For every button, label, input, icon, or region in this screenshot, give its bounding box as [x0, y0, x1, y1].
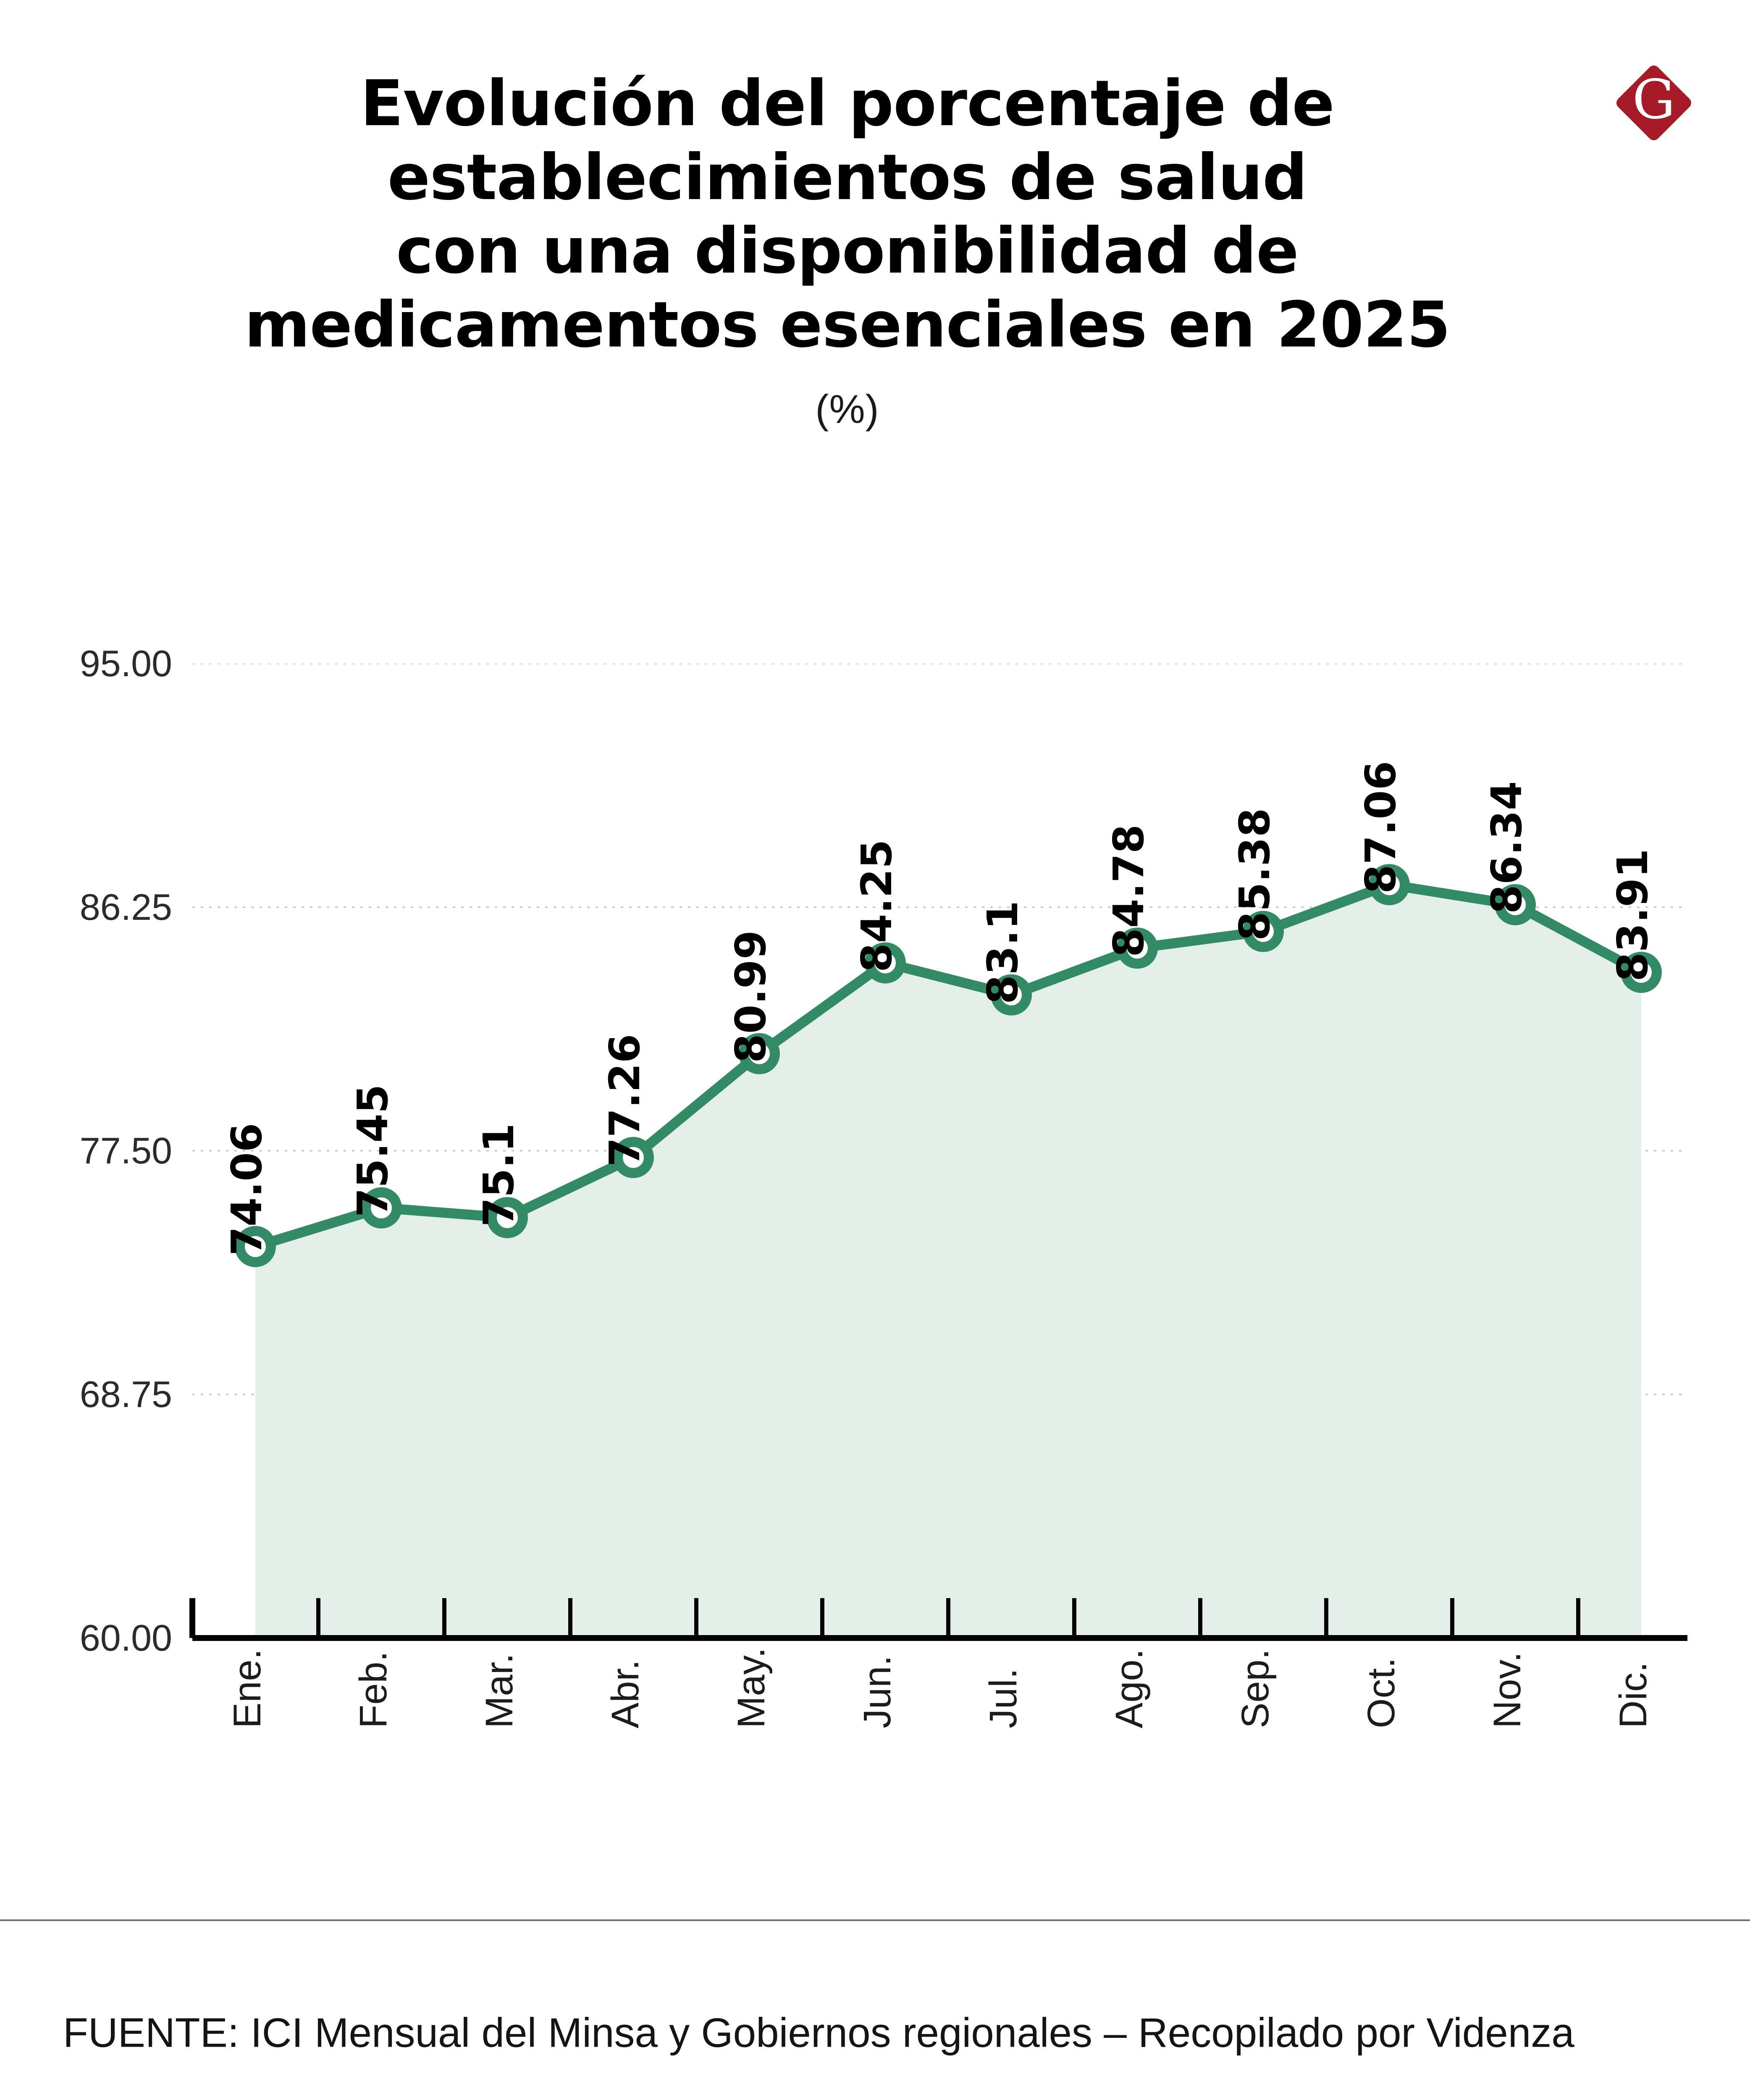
- chart-plot-area: 74.06 75.45 75.1 77.26 80.99 84.25 83.1 84.78 85…: [0, 664, 1750, 1728]
- logo-diamond-shape: [1616, 66, 1691, 140]
- data-value-label: 77.26: [600, 1034, 649, 1167]
- data-point-marker[interactable]: [739, 1033, 780, 1074]
- y-axis-tick-labels: 60.00 68.75 77.50 86.25 95.00: [46, 643, 172, 1714]
- x-axis-tick-label: Feb.: [352, 1651, 395, 1728]
- data-point-marker[interactable]: [1495, 884, 1536, 926]
- data-point-marker[interactable]: [1243, 911, 1284, 952]
- data-point-marker[interactable]: [865, 942, 906, 984]
- title-block: Evolución del porcentaje de establecimie…: [0, 67, 1695, 433]
- data-value-label: 74.06: [222, 1123, 271, 1256]
- y-axis-tick-label: 86.25: [79, 886, 172, 928]
- x-axis-tick-label: Jul.: [982, 1668, 1025, 1728]
- data-point-marker[interactable]: [1621, 952, 1662, 993]
- data-point-marker[interactable]: [361, 1187, 402, 1228]
- data-point-marker[interactable]: [235, 1226, 276, 1268]
- y-axis-tick-label: 95.00: [79, 643, 172, 684]
- y-axis-tick-label: 60.00: [79, 1617, 172, 1659]
- data-point-marker[interactable]: [1117, 927, 1158, 969]
- data-point-marker[interactable]: [1369, 864, 1410, 906]
- logo-diamond-icon: G: [1616, 66, 1691, 140]
- y-axis-tick-label: 77.50: [79, 1130, 172, 1171]
- data-point-marker[interactable]: [991, 974, 1032, 1016]
- chart-subtitle: (%): [815, 387, 879, 432]
- x-axis-tick-label: Sep.: [1234, 1648, 1277, 1728]
- data-value-label: 75.45: [348, 1084, 397, 1217]
- source-note: FUENTE: ICI Mensual del Minsa y Gobierno…: [63, 2009, 1574, 2056]
- data-value-label: 87.06: [1356, 761, 1405, 894]
- series-line: [250, 879, 1646, 1252]
- data-value-label: 86.34: [1482, 781, 1531, 914]
- footer-divider: [0, 1919, 1750, 1921]
- data-value-label: 85.38: [1230, 808, 1279, 941]
- area-fill: [255, 885, 1641, 1638]
- data-value-label: 75.1: [474, 1123, 523, 1227]
- data-value-label: 80.99: [726, 930, 775, 1063]
- data-point-marker[interactable]: [613, 1137, 654, 1178]
- data-value-label: 83.1: [978, 900, 1027, 1004]
- page-title: Evolución del porcentaje de establecimie…: [244, 67, 1451, 362]
- brand-logo: G: [1612, 61, 1696, 145]
- data-point-marker[interactable]: [487, 1197, 528, 1239]
- x-axis-tick-label: Jun.: [856, 1655, 899, 1728]
- logo-letter-g: G: [1632, 68, 1675, 131]
- axis-lines-group: [189, 1598, 1687, 1641]
- x-axis-tick-label: May.: [730, 1647, 773, 1728]
- x-axis-tick-label: Oct.: [1360, 1657, 1403, 1728]
- x-axis-tick-label: Abr.: [604, 1659, 647, 1728]
- y-axis-tick-label: 68.75: [79, 1373, 172, 1415]
- x-axis-tick-label: Mar.: [478, 1653, 521, 1728]
- data-value-label: 83.91: [1608, 848, 1657, 982]
- data-point-markers: [235, 864, 1662, 1268]
- x-axis-tick-label: Ago.: [1108, 1648, 1151, 1728]
- x-axis-tick-label: Dic.: [1612, 1662, 1655, 1728]
- x-axis-tick-label: Ene.: [226, 1648, 269, 1728]
- chart-svg: [189, 664, 1687, 1641]
- x-axis-tick-label: Nov.: [1486, 1651, 1529, 1728]
- data-value-label: 84.25: [852, 839, 901, 972]
- data-value-label: 84.78: [1104, 824, 1153, 958]
